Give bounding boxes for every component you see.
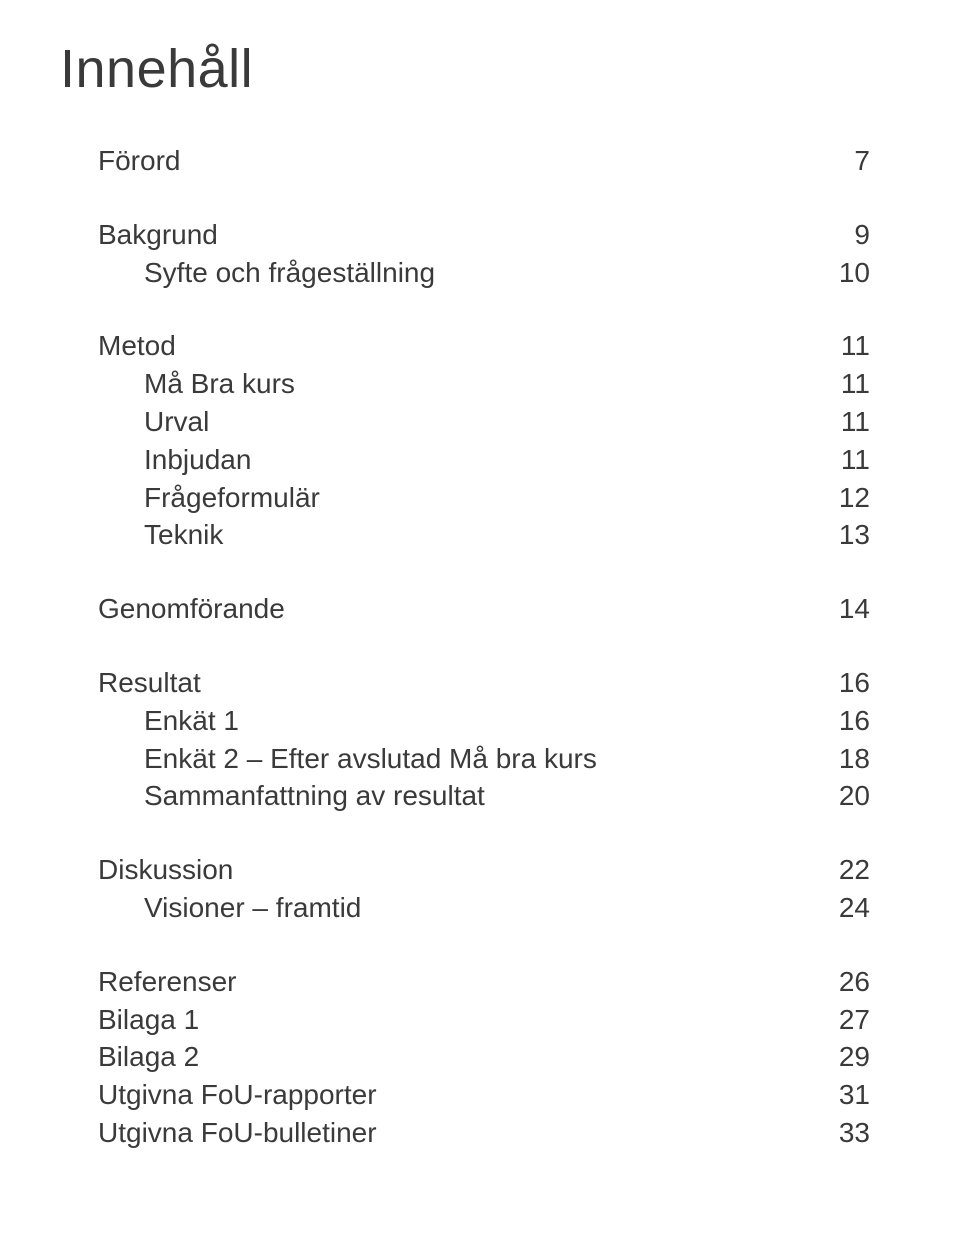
- toc-label: Teknik: [144, 516, 223, 554]
- toc-page-number: 11: [841, 441, 870, 479]
- toc-row: Frågeformulär 12: [98, 479, 870, 517]
- toc-label: Bilaga 2: [98, 1038, 199, 1076]
- toc-row: Enkät 1 16: [98, 702, 870, 740]
- toc-page-number: 14: [839, 590, 870, 628]
- toc-page-number: 9: [854, 216, 870, 254]
- toc-row: Urval 11: [98, 403, 870, 441]
- toc-page-number: 22: [839, 851, 870, 889]
- toc-row: Enkät 2 – Efter avslutad Må bra kurs 18: [98, 740, 870, 778]
- toc-row: Må Bra kurs 11: [98, 365, 870, 403]
- toc-label: Diskussion: [98, 851, 233, 889]
- toc-row: Referenser 26: [98, 963, 870, 1001]
- toc-row: Bakgrund 9: [98, 216, 870, 254]
- toc-page-number: 16: [839, 702, 870, 740]
- toc-page-number: 16: [839, 664, 870, 702]
- toc-label: Bilaga 1: [98, 1001, 199, 1039]
- toc-label: Frågeformulär: [144, 479, 320, 517]
- toc-label: Resultat: [98, 664, 201, 702]
- toc-list: Förord7Bakgrund9Syfte och frågeställning…: [60, 142, 870, 1152]
- toc-row: Utgivna FoU-rapporter 31: [98, 1076, 870, 1114]
- toc-label: Enkät 2 – Efter avslutad Må bra kurs: [144, 740, 597, 778]
- toc-page-number: 11: [841, 365, 870, 403]
- toc-gap: [98, 815, 870, 851]
- toc-row: Förord 7: [98, 142, 870, 180]
- toc-page-number: 11: [841, 403, 870, 441]
- toc-page-number: 7: [854, 142, 870, 180]
- toc-page-number: 11: [841, 327, 870, 365]
- toc-label: Må Bra kurs: [144, 365, 295, 403]
- toc-page-number: 24: [839, 889, 870, 927]
- toc-row: Visioner – framtid 24: [98, 889, 870, 927]
- toc-label: Förord: [98, 142, 180, 180]
- toc-page-number: 18: [839, 740, 870, 778]
- toc-row: Resultat 16: [98, 664, 870, 702]
- toc-page-number: 27: [839, 1001, 870, 1039]
- toc-row: Genomförande 14: [98, 590, 870, 628]
- toc-gap: [98, 628, 870, 664]
- toc-label: Utgivna FoU-rapporter: [98, 1076, 377, 1114]
- toc-row: Bilaga 1 27: [98, 1001, 870, 1039]
- toc-page-number: 29: [839, 1038, 870, 1076]
- toc-gap: [98, 291, 870, 327]
- toc-row: Metod 11: [98, 327, 870, 365]
- toc-label: Syfte och frågeställning: [144, 254, 435, 292]
- toc-title: Innehåll: [60, 38, 870, 100]
- toc-label: Urval: [144, 403, 209, 441]
- toc-row: Syfte och frågeställning 10: [98, 254, 870, 292]
- toc-page-number: 33: [839, 1114, 870, 1152]
- toc-label: Bakgrund: [98, 216, 218, 254]
- toc-row: Bilaga 2 29: [98, 1038, 870, 1076]
- toc-row: Teknik 13: [98, 516, 870, 554]
- toc-label: Referenser: [98, 963, 237, 1001]
- toc-gap: [98, 927, 870, 963]
- toc-row: Sammanfattning av resultat 20: [98, 777, 870, 815]
- toc-page-number: 12: [839, 479, 870, 517]
- toc-page-number: 31: [839, 1076, 870, 1114]
- toc-page-number: 20: [839, 777, 870, 815]
- toc-label: Utgivna FoU-bulletiner: [98, 1114, 377, 1152]
- toc-label: Visioner – framtid: [144, 889, 361, 927]
- toc-row: Diskussion 22: [98, 851, 870, 889]
- toc-row: Utgivna FoU-bulletiner 33: [98, 1114, 870, 1152]
- toc-row: Inbjudan 11: [98, 441, 870, 479]
- toc-page: Innehåll Förord7Bakgrund9Syfte och fråge…: [0, 0, 960, 1255]
- toc-label: Enkät 1: [144, 702, 239, 740]
- toc-label: Sammanfattning av resultat: [144, 777, 485, 815]
- toc-gap: [98, 180, 870, 216]
- toc-label: Genomförande: [98, 590, 285, 628]
- toc-page-number: 26: [839, 963, 870, 1001]
- toc-label: Inbjudan: [144, 441, 251, 479]
- toc-label: Metod: [98, 327, 176, 365]
- toc-page-number: 13: [839, 516, 870, 554]
- toc-gap: [98, 554, 870, 590]
- toc-page-number: 10: [839, 254, 870, 292]
